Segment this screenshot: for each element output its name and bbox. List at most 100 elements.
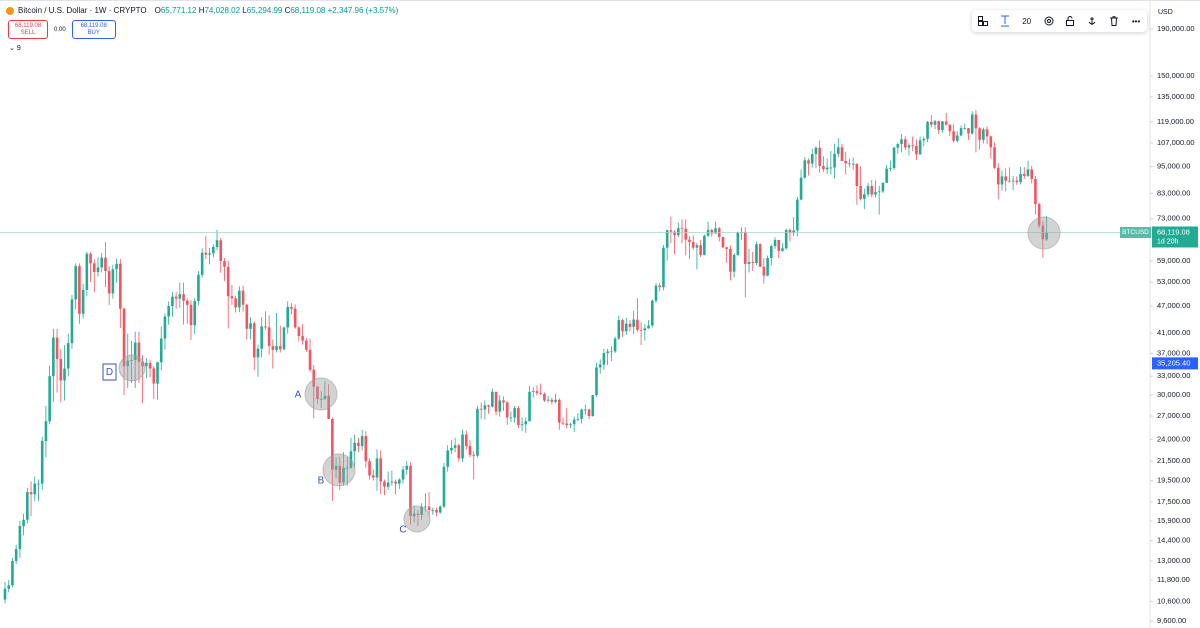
candle-body: [450, 447, 453, 451]
candle-body: [111, 269, 115, 294]
candle-body: [364, 436, 368, 462]
candle-body: [74, 266, 77, 300]
tool-text[interactable]: [999, 15, 1011, 27]
ohlc-values: O65,771.12 H74,028.02 L65,294.99 C68,119…: [155, 6, 399, 15]
y-tick-label: 9,600.00: [1157, 616, 1186, 625]
ohlc-key: O: [154, 6, 161, 15]
candle-body: [874, 192, 877, 195]
buy-button[interactable]: 68,119.08 BUY: [71, 20, 116, 39]
candle-body: [691, 242, 695, 248]
candle-body: [1008, 180, 1011, 182]
buy-label: BUY: [87, 29, 100, 36]
annotation-label: B: [318, 476, 325, 487]
candle-body: [319, 399, 323, 400]
candle-body: [531, 391, 535, 392]
candle-body: [840, 147, 844, 161]
candle-body: [14, 549, 18, 561]
candle-body: [345, 467, 349, 469]
tool-templates[interactable]: [977, 15, 989, 27]
candle-body: [792, 230, 795, 234]
candle-body: [409, 465, 412, 517]
candle-body: [55, 337, 59, 359]
candle-body: [178, 294, 182, 299]
candle-body: [334, 465, 338, 470]
candle-body: [877, 191, 881, 193]
y-tick-label: 15,900.00: [1157, 516, 1190, 525]
candle-body: [543, 393, 546, 401]
candle-body: [141, 361, 144, 367]
candle-body: [1011, 180, 1015, 182]
candle-body: [695, 245, 699, 248]
tool-delete[interactable]: [1108, 15, 1120, 27]
candle-body: [829, 167, 833, 169]
candle-body: [833, 153, 836, 168]
y-tick-label: 17,500.00: [1157, 497, 1190, 506]
candle-body: [970, 114, 974, 134]
y-tick-label: 27,000.00: [1157, 411, 1190, 420]
candle-body: [390, 481, 394, 483]
candle-body: [621, 320, 624, 332]
candle-body: [100, 257, 104, 268]
ohlc-key: C: [284, 6, 291, 15]
candle-body: [401, 469, 405, 480]
candle-body: [662, 247, 665, 288]
candle-body: [453, 445, 457, 448]
candle-body: [952, 131, 955, 141]
candle-body: [476, 408, 479, 456]
candle-body: [729, 248, 732, 272]
candle-body: [438, 506, 442, 513]
candle-body: [446, 450, 449, 467]
candle-body: [732, 255, 736, 272]
candle-body: [751, 261, 755, 264]
candle-body: [223, 260, 226, 267]
candle-body: [241, 290, 245, 305]
candle-body: [963, 128, 967, 129]
tool-more[interactable]: •••: [1131, 16, 1141, 26]
tool-font-size[interactable]: 20: [1022, 16, 1032, 26]
y-tick-label: 150,000.00: [1157, 71, 1195, 80]
candle-body: [29, 492, 33, 495]
candle-body: [234, 298, 237, 308]
candle-body: [684, 228, 688, 240]
candle-body: [487, 405, 490, 407]
candle-body: [148, 362, 152, 369]
candle-body: [903, 139, 907, 148]
tool-anchor[interactable]: [1086, 15, 1098, 27]
tool-lock[interactable]: [1064, 15, 1076, 27]
candle-body: [557, 399, 561, 423]
candle-body: [948, 124, 952, 132]
candle-body: [353, 442, 356, 452]
price-axis: 190,000.00 150,000.00 135,000.00 119,000.00…: [1120, 24, 1198, 625]
drawing-toolbar: 20 •••: [972, 10, 1147, 32]
candle-body: [669, 230, 673, 232]
candle-body: [416, 513, 420, 515]
candle-body: [1022, 173, 1026, 176]
ohlc-value: 65,771.12: [160, 6, 197, 15]
candle-body: [185, 300, 189, 305]
candle-body: [412, 513, 416, 517]
candle-body: [219, 240, 223, 261]
candle-body: [993, 147, 996, 168]
candle-body: [405, 465, 409, 470]
candle-body: [654, 285, 658, 301]
candle-body: [595, 367, 598, 396]
spread: 0.00: [54, 26, 66, 33]
candle-body: [818, 147, 821, 167]
candle-body: [900, 139, 903, 145]
indicators-toggle[interactable]: ⌄ 9: [9, 45, 21, 52]
candle-body: [1015, 180, 1019, 183]
indicator-count: 9: [16, 45, 21, 52]
candle-body: [665, 230, 669, 248]
candle-body: [394, 481, 397, 484]
candle-body: [104, 257, 107, 271]
candle-body: [624, 323, 628, 332]
candle-body: [926, 121, 929, 139]
highlight-circle: [1027, 216, 1061, 250]
sell-button[interactable]: 68,119.08 SELL: [8, 20, 48, 39]
candle-body: [770, 246, 773, 258]
candle-body: [156, 362, 159, 384]
tool-settings[interactable]: [1043, 15, 1055, 27]
candle-body: [18, 526, 22, 550]
price-change: +2,347.96 (+3.57%): [327, 6, 399, 15]
